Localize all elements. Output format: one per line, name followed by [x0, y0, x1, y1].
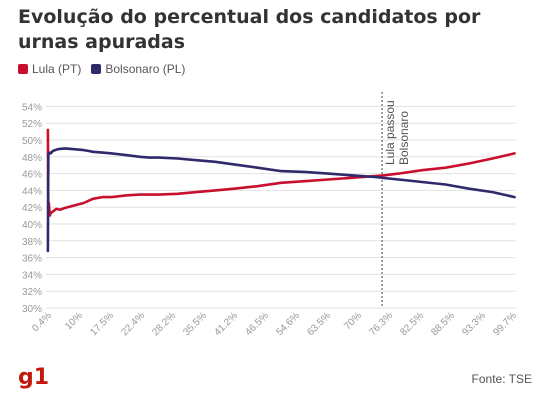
- y-tick-label: 48%: [22, 153, 42, 164]
- x-tick-label: 93.3%: [460, 310, 488, 338]
- y-tick-label: 54%: [22, 102, 42, 113]
- y-tick-label: 36%: [22, 254, 42, 265]
- x-tick-label: 99.7%: [491, 310, 519, 338]
- x-tick-label: 82.5%: [398, 310, 426, 338]
- y-tick-label: 32%: [22, 287, 42, 298]
- legend: Lula (PT) Bolsonaro (PL): [18, 62, 195, 76]
- legend-label-bolsonaro: Bolsonaro (PL): [105, 62, 186, 76]
- y-tick-label: 52%: [22, 119, 42, 130]
- series-line-lula: [46, 128, 516, 217]
- y-tick-label: 34%: [22, 270, 42, 281]
- g1-logo: g1: [18, 365, 50, 390]
- y-tick-label: 38%: [22, 237, 42, 248]
- y-tick-label: 50%: [22, 136, 42, 147]
- chart-title: Evolução do percentual dos candidatos po…: [18, 6, 481, 53]
- legend-item-lula[interactable]: Lula (PT): [18, 62, 81, 76]
- y-tick-label: 42%: [22, 203, 42, 214]
- x-tick-label: 76.3%: [367, 310, 395, 338]
- x-tick-label: 28.2%: [150, 310, 178, 338]
- x-tick-label: 41.2%: [212, 310, 240, 338]
- x-tick-label: 10%: [63, 310, 85, 332]
- y-tick-label: 44%: [22, 186, 42, 197]
- annotation-text: Lula passou: [383, 100, 397, 165]
- x-tick-label: 54.6%: [274, 310, 302, 338]
- x-tick-label: 70%: [342, 310, 364, 332]
- legend-swatch-bolsonaro: [91, 64, 102, 74]
- line-chart: 54%52%50%48%46%44%42%40%38%36%34%32%30%0…: [22, 92, 519, 338]
- x-tick-label: 35.5%: [181, 310, 209, 338]
- y-tick-label: 30%: [22, 304, 42, 315]
- x-tick-label: 63.5%: [305, 310, 333, 338]
- legend-item-bolsonaro[interactable]: Bolsonaro (PL): [91, 62, 185, 76]
- y-tick-label: 40%: [22, 220, 42, 231]
- x-tick-label: 17.5%: [88, 310, 116, 338]
- y-tick-label: 46%: [22, 170, 42, 181]
- series-line-bolsonaro: [46, 147, 516, 253]
- x-tick-label: 46.5%: [243, 310, 271, 338]
- legend-swatch-lula: [18, 64, 28, 74]
- source-note: Fonte: TSE: [471, 372, 532, 386]
- legend-label-lula: Lula (PT): [32, 62, 82, 76]
- x-tick-label: 22.4%: [119, 310, 147, 338]
- x-tick-label: 88.5%: [429, 310, 457, 338]
- annotation-text: Bolsonaro: [397, 111, 411, 165]
